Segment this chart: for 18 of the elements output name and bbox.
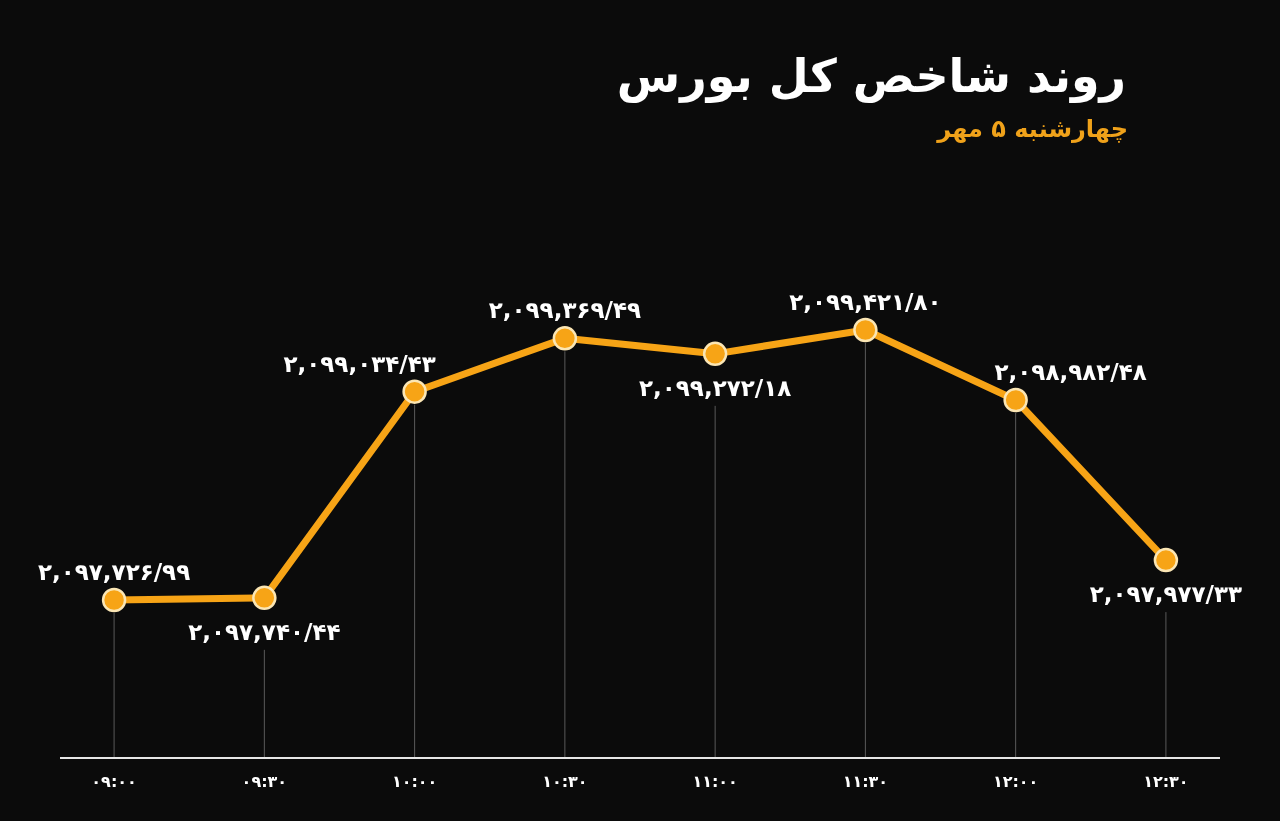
data-label: ۲,۰۹۹,۲۷۲/۱۸ xyxy=(639,374,792,401)
title: روند شاخص کل بورس xyxy=(616,49,1126,103)
data-label: ۲,۰۹۹,۴۲۱/۸۰ xyxy=(789,289,942,315)
x-tick-label: ۰۹:۳۰ xyxy=(241,772,288,791)
data-label: ۲,۰۹۷,۹۷۷/۳۳ xyxy=(1089,581,1242,608)
data-label: ۲,۰۹۹,۰۳۴/۴۳ xyxy=(283,350,436,377)
data-label: ۲,۰۹۹,۳۶۹/۴۹ xyxy=(488,297,641,324)
x-tick-label: ۱۰:۳۰ xyxy=(542,772,588,791)
data-label: ۲,۰۹۷,۷۲۶/۹۹ xyxy=(38,559,191,585)
data-label: ۲,۰۹۸,۹۸۲/۴۸ xyxy=(994,359,1147,385)
x-tick-label: ۱۱:۳۰ xyxy=(842,772,889,791)
subtitle: چهارشنبه ۵ مهر xyxy=(937,115,1128,143)
data-label: ۲,۰۹۷,۷۴۰/۴۴ xyxy=(188,618,341,645)
x-tick-label: ۱۲:۰۰ xyxy=(992,772,1039,791)
x-tick-label: ۱۲:۳۰ xyxy=(1143,772,1189,791)
x-tick-label: ۱۱:۰۰ xyxy=(692,772,738,791)
x-tick-label: ۰۹:۰۰ xyxy=(91,772,137,791)
x-tick-label: ۱۰:۰۰ xyxy=(391,772,438,791)
